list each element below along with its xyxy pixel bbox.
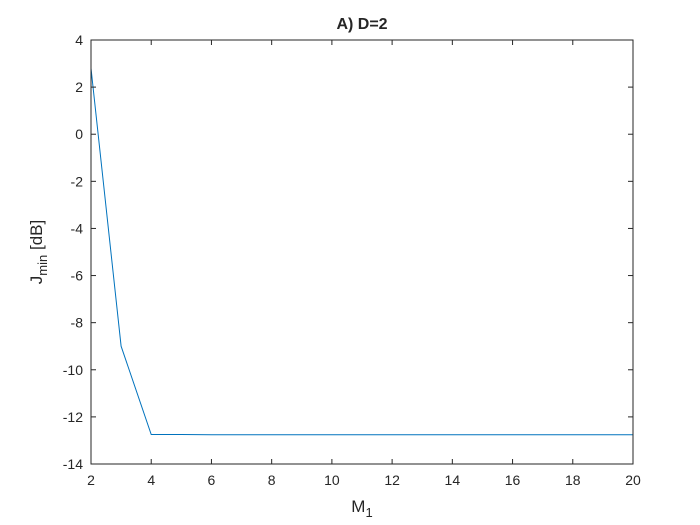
x-axis-label: M1 [351,497,372,520]
y-tick-label: 4 [75,32,83,48]
y-axis-label-suffix: [dB] [27,220,46,255]
x-axis-label-subscript: 1 [365,505,372,520]
plot-area [91,40,633,464]
y-tick-label: -12 [63,409,83,425]
y-axis-label: Jmin [dB] [27,220,50,284]
y-tick-label: -14 [63,456,83,472]
y-axis-label-subscript: min [35,255,50,276]
x-tick-label: 20 [625,472,641,488]
x-tick-label: 10 [324,472,340,488]
y-tick-label: -2 [71,173,84,189]
x-tick-label: 12 [384,472,400,488]
series-layer [90,68,633,436]
y-tick-label: -10 [63,362,83,378]
x-tick-label: 4 [147,472,155,488]
y-tick-label: -4 [71,220,84,236]
y-tick-label: 0 [75,126,83,142]
y-tick-label: -8 [71,315,84,331]
x-tick-label: 8 [268,472,276,488]
x-tick-label: 2 [87,472,95,488]
x-tick-label: 18 [565,472,581,488]
series-line [90,68,633,436]
tick-layer: 2 4 6 8 10 12 14 16 18 20 -14 -12 -10 -8 -6 -4 -2 0 2 4 [63,32,641,488]
chart-title: A) D=2 [336,16,387,33]
y-axis-label-main: J [27,276,46,285]
axes-box [90,39,634,465]
x-tick-label: 6 [208,472,216,488]
y-tick-label: 2 [75,79,83,95]
x-tick-label: 16 [505,472,521,488]
y-tick-label: -6 [71,268,84,284]
x-axis-label-main: M [351,497,365,516]
x-tick-label: 14 [445,472,461,488]
